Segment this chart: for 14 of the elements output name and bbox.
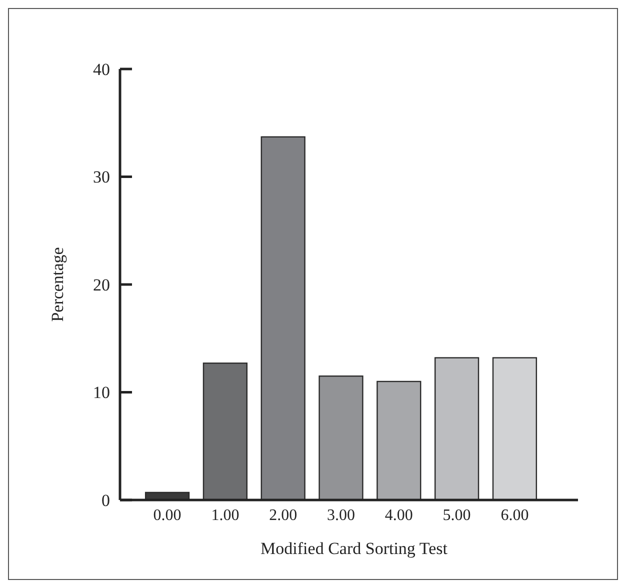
y-tick-label: 20 xyxy=(93,275,110,294)
x-axis-title: Modified Card Sorting Test xyxy=(260,539,448,558)
x-tick-label: 2.00 xyxy=(269,507,298,524)
x-tick-label: 1.00 xyxy=(211,507,240,524)
y-tick-label: 30 xyxy=(93,168,110,187)
y-tick-label: 10 xyxy=(93,383,110,402)
y-tick-label: 0 xyxy=(102,490,110,510)
x-tick-label: 0.00 xyxy=(153,507,182,524)
y-axis-title: Percentage xyxy=(48,247,67,322)
x-tick-label: 4.00 xyxy=(384,507,413,524)
x-tick-label: 3.00 xyxy=(327,507,355,524)
x-tick-label: 5.00 xyxy=(442,507,471,524)
y-tick-label: 40 xyxy=(93,60,110,79)
x-tick-label: 6.00 xyxy=(500,507,529,524)
